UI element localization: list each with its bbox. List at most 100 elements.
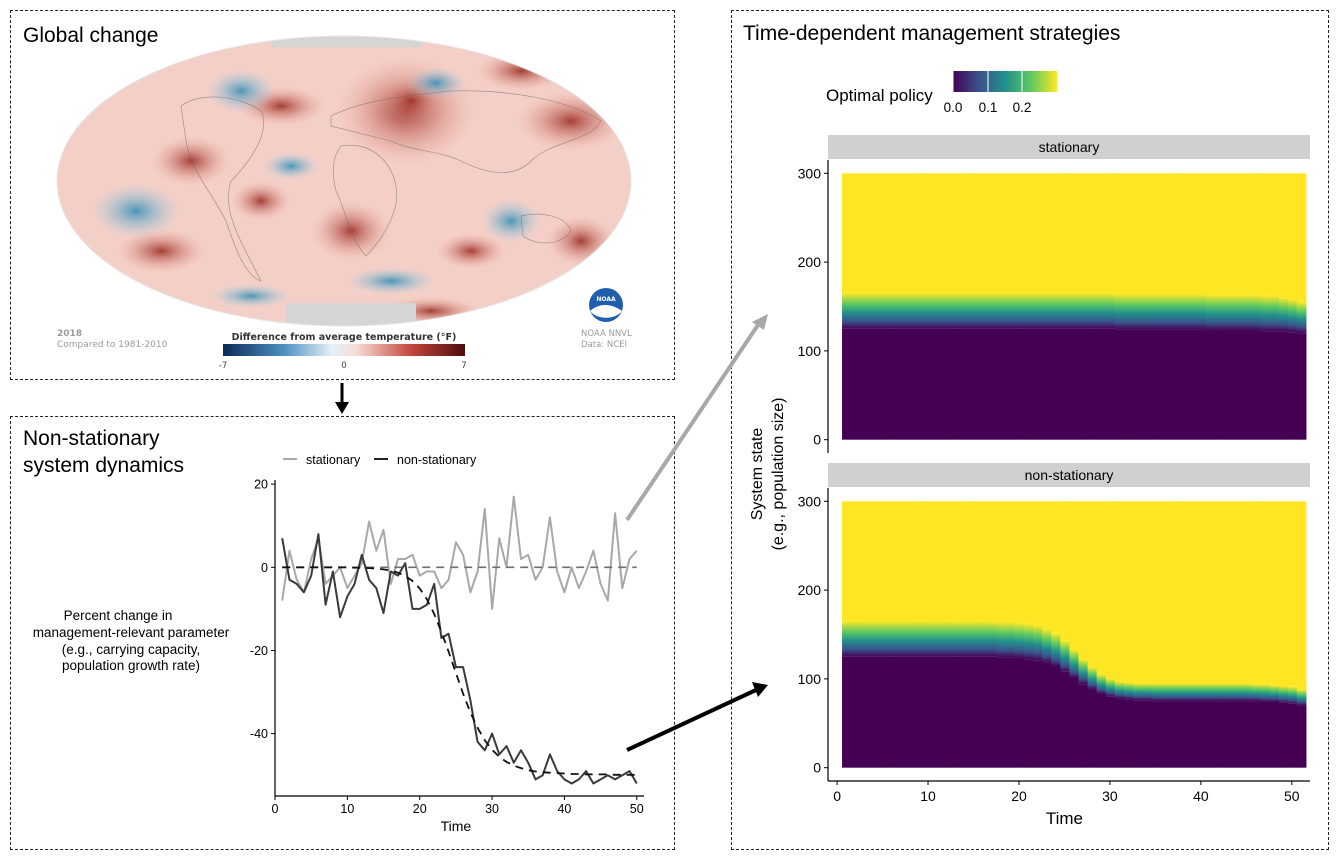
heatmap-cell-transition: [1187, 683, 1198, 702]
heatmap-cell-low: [905, 328, 916, 440]
heatmap-cell-transition: [978, 293, 989, 329]
heatmap-cell-high: [1114, 501, 1125, 682]
heatmap-cell-high: [1178, 501, 1189, 684]
heatmap-column: [1114, 173, 1125, 440]
temperature-scale-title: Difference from average temperature (°F): [232, 332, 457, 343]
heatmap-cell-transition: [1023, 293, 1034, 329]
agency-label: NOAA NNVL: [581, 329, 632, 339]
heatmap-cell-high: [1205, 501, 1216, 684]
heatmap-cell-high: [978, 501, 989, 622]
heatmap-column: [1005, 173, 1016, 440]
x-tick-label: 30: [485, 802, 499, 816]
heatmap-cell-high: [1214, 501, 1225, 684]
global-change-panel: Global change: [10, 10, 675, 380]
heatmap-column: [1205, 173, 1216, 440]
heatmap-y-tick-label: 300: [798, 493, 822, 509]
noaa-logo-text: NOAA: [596, 296, 616, 303]
heatmap-column: [1060, 173, 1070, 440]
heatmap-cell-high: [1160, 173, 1171, 295]
heatmap-column: [1142, 501, 1152, 768]
heatmap-cell-low: [1196, 329, 1207, 440]
heatmap-column: [1123, 501, 1134, 768]
heatmap-cell-low: [1096, 693, 1107, 768]
heatmap-column: [1160, 173, 1171, 440]
heatmap-cell-high: [951, 501, 961, 622]
heatmap-cell-low: [1051, 666, 1061, 768]
heatmap-cell-low: [860, 656, 870, 768]
heatmap-cell-high: [869, 501, 880, 622]
heatmap-cell-high: [987, 173, 998, 294]
heatmap-cell-transition: [1096, 674, 1107, 694]
heatmap-cell-transition: [1278, 685, 1289, 703]
heatmap-cell-high: [1051, 501, 1061, 634]
heatmap-column: [932, 173, 943, 440]
heatmap-ylabel-line2: (e.g., population size): [770, 398, 787, 551]
heatmap-cell-high: [1060, 501, 1070, 641]
heatmap-cell-transition: [905, 293, 916, 329]
heatmap-cell-low: [896, 328, 907, 440]
heatmap-cell-low: [1078, 328, 1089, 440]
noaa-logo-icon: NOAA: [589, 288, 623, 322]
global-change-title: Global change: [23, 24, 159, 47]
non-stationary-series-line: [281, 533, 638, 785]
heatmap-cell-high: [1214, 173, 1225, 295]
heatmap-column: [932, 501, 943, 768]
x-tick-label: 10: [340, 802, 354, 816]
heatmap-column: [1060, 501, 1070, 768]
heatmap-column: [1224, 173, 1234, 440]
heatmap-column: [1123, 173, 1134, 440]
heatmap-cell-high: [1042, 173, 1052, 294]
heatmap-cell-high: [969, 173, 980, 294]
heatmap-cell-high: [1296, 501, 1307, 690]
heatmap-column: [1023, 501, 1034, 768]
heatmap-cell-transition: [960, 621, 970, 657]
heatmap-cell-transition: [1069, 293, 1080, 329]
heatmap-cell-low: [869, 656, 880, 768]
heatmap-cell-transition: [1105, 293, 1116, 329]
heatmap-cell-high: [1196, 173, 1207, 295]
heatmap-x-tick-label: 0: [833, 788, 841, 804]
heatmap-column: [1233, 501, 1243, 768]
heatmap-column: [1014, 501, 1025, 768]
heatmap-column: [1096, 173, 1107, 440]
heatmap-cell-transition: [1169, 294, 1180, 330]
heatmap-cell-high: [1251, 173, 1261, 295]
heatmap-cell-high: [1105, 501, 1116, 679]
heatmap-cell-transition: [1178, 294, 1189, 330]
policy-legend-title: Optimal policy: [826, 86, 933, 105]
heatmap-cell-low: [914, 656, 925, 768]
data-source-label: Data: NCEI: [581, 340, 627, 350]
heatmap-column: [1251, 173, 1261, 440]
heatmap-column: [1042, 501, 1052, 768]
map-year-label: 2018: [57, 329, 82, 339]
heatmap-column: [878, 501, 889, 768]
heatmap-cell-low: [1224, 701, 1234, 768]
heatmap-cell-high: [978, 173, 989, 294]
heatmap-y-tick-label: 300: [798, 165, 822, 181]
heatmap-cell-transition: [851, 293, 861, 329]
heatmap-cell-high: [914, 173, 925, 294]
x-tick-label: 40: [557, 802, 571, 816]
heatmap-cell-high: [1142, 173, 1152, 295]
heatmap-cell-transition: [896, 621, 907, 657]
heatmap-column: [951, 501, 961, 768]
heatmap-x-tick-label: 30: [1102, 788, 1118, 804]
heatmap-cell-transition: [1087, 667, 1098, 690]
dynamics-panel: Non-stationary system dynamics: [10, 416, 675, 850]
heatmap-column: [1287, 173, 1298, 440]
heatmap-cell-transition: [960, 293, 970, 329]
heatmap-cell-high: [905, 501, 916, 622]
heatmap-column: [1160, 501, 1171, 768]
heatmap-y-tick-label: 0: [813, 432, 821, 448]
heatmap-column: [1033, 173, 1043, 440]
heatmap-cell-high: [1151, 501, 1161, 684]
heatmap-cell-low: [1187, 329, 1198, 440]
heatmap-cell-low: [1233, 701, 1243, 768]
line-chart-ylabel: Percent change in management-relevant pa…: [33, 608, 230, 673]
heatmap-cell-high: [942, 173, 952, 294]
heatmap-cell-low: [932, 656, 943, 768]
heatmap-cell-high: [960, 501, 970, 622]
x-tick-label: 50: [630, 802, 644, 816]
heatmap-cell-low: [951, 328, 961, 440]
heatmap-cell-low: [851, 328, 861, 440]
